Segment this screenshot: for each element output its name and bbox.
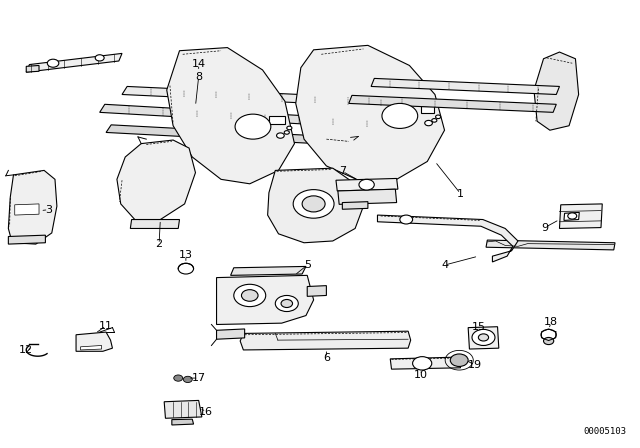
Polygon shape <box>559 204 602 228</box>
Polygon shape <box>167 47 294 184</box>
Text: 10: 10 <box>414 370 428 380</box>
Circle shape <box>382 103 418 129</box>
Text: 1: 1 <box>457 189 464 198</box>
Circle shape <box>241 290 258 301</box>
Circle shape <box>276 133 284 138</box>
Circle shape <box>293 190 334 218</box>
Text: 17: 17 <box>191 373 205 383</box>
Polygon shape <box>486 240 615 250</box>
Polygon shape <box>534 52 579 130</box>
Text: 6: 6 <box>323 353 330 363</box>
Text: 11: 11 <box>99 321 113 331</box>
Polygon shape <box>390 357 461 369</box>
Polygon shape <box>468 327 499 349</box>
Polygon shape <box>378 215 518 262</box>
Text: 18: 18 <box>544 317 558 327</box>
Polygon shape <box>117 140 195 220</box>
Polygon shape <box>81 345 102 350</box>
Circle shape <box>543 337 554 345</box>
Polygon shape <box>349 95 556 112</box>
Polygon shape <box>421 106 434 113</box>
Text: 9: 9 <box>541 223 548 233</box>
Circle shape <box>413 357 432 370</box>
Polygon shape <box>342 202 368 209</box>
Polygon shape <box>100 104 402 129</box>
Polygon shape <box>178 104 208 113</box>
Circle shape <box>47 59 59 67</box>
Circle shape <box>541 329 556 340</box>
Text: 4: 4 <box>441 260 448 270</box>
Circle shape <box>173 375 182 381</box>
Circle shape <box>234 284 266 306</box>
Circle shape <box>178 263 193 274</box>
Polygon shape <box>296 45 445 181</box>
Polygon shape <box>216 276 314 324</box>
Polygon shape <box>26 53 122 72</box>
Polygon shape <box>172 419 193 425</box>
Circle shape <box>302 196 325 212</box>
Circle shape <box>95 55 104 61</box>
Text: 16: 16 <box>199 407 213 417</box>
Circle shape <box>275 296 298 311</box>
Circle shape <box>472 329 495 345</box>
Polygon shape <box>15 204 39 215</box>
Polygon shape <box>371 78 559 95</box>
Polygon shape <box>8 170 57 244</box>
Polygon shape <box>240 331 411 350</box>
Text: 7: 7 <box>339 166 346 177</box>
Circle shape <box>568 213 577 219</box>
Polygon shape <box>216 329 244 339</box>
Polygon shape <box>26 65 39 72</box>
Circle shape <box>478 334 488 341</box>
Circle shape <box>425 121 433 126</box>
Circle shape <box>235 114 271 139</box>
Text: 2: 2 <box>156 239 163 249</box>
Circle shape <box>284 131 289 134</box>
Text: 8: 8 <box>195 72 202 82</box>
Polygon shape <box>230 267 306 276</box>
Text: 19: 19 <box>467 360 482 370</box>
Text: 5: 5 <box>304 260 311 270</box>
Text: 00005103: 00005103 <box>584 427 627 436</box>
Polygon shape <box>269 116 285 124</box>
Polygon shape <box>122 86 415 108</box>
Circle shape <box>281 299 292 307</box>
Polygon shape <box>564 212 579 220</box>
Circle shape <box>432 119 437 122</box>
Circle shape <box>183 376 192 383</box>
Polygon shape <box>336 178 398 191</box>
Text: 12: 12 <box>19 345 33 355</box>
Text: 14: 14 <box>191 59 205 69</box>
Polygon shape <box>338 189 397 204</box>
Polygon shape <box>106 125 364 146</box>
Polygon shape <box>131 220 179 228</box>
Polygon shape <box>8 235 45 244</box>
Circle shape <box>287 126 292 130</box>
Text: 15: 15 <box>472 322 485 332</box>
Polygon shape <box>76 332 113 351</box>
Circle shape <box>451 354 468 366</box>
Text: 13: 13 <box>179 250 193 260</box>
Polygon shape <box>307 286 326 296</box>
Circle shape <box>400 215 413 224</box>
Text: 3: 3 <box>45 205 52 215</box>
Polygon shape <box>268 168 364 243</box>
Circle shape <box>436 115 441 119</box>
Polygon shape <box>164 401 202 418</box>
Circle shape <box>359 179 374 190</box>
